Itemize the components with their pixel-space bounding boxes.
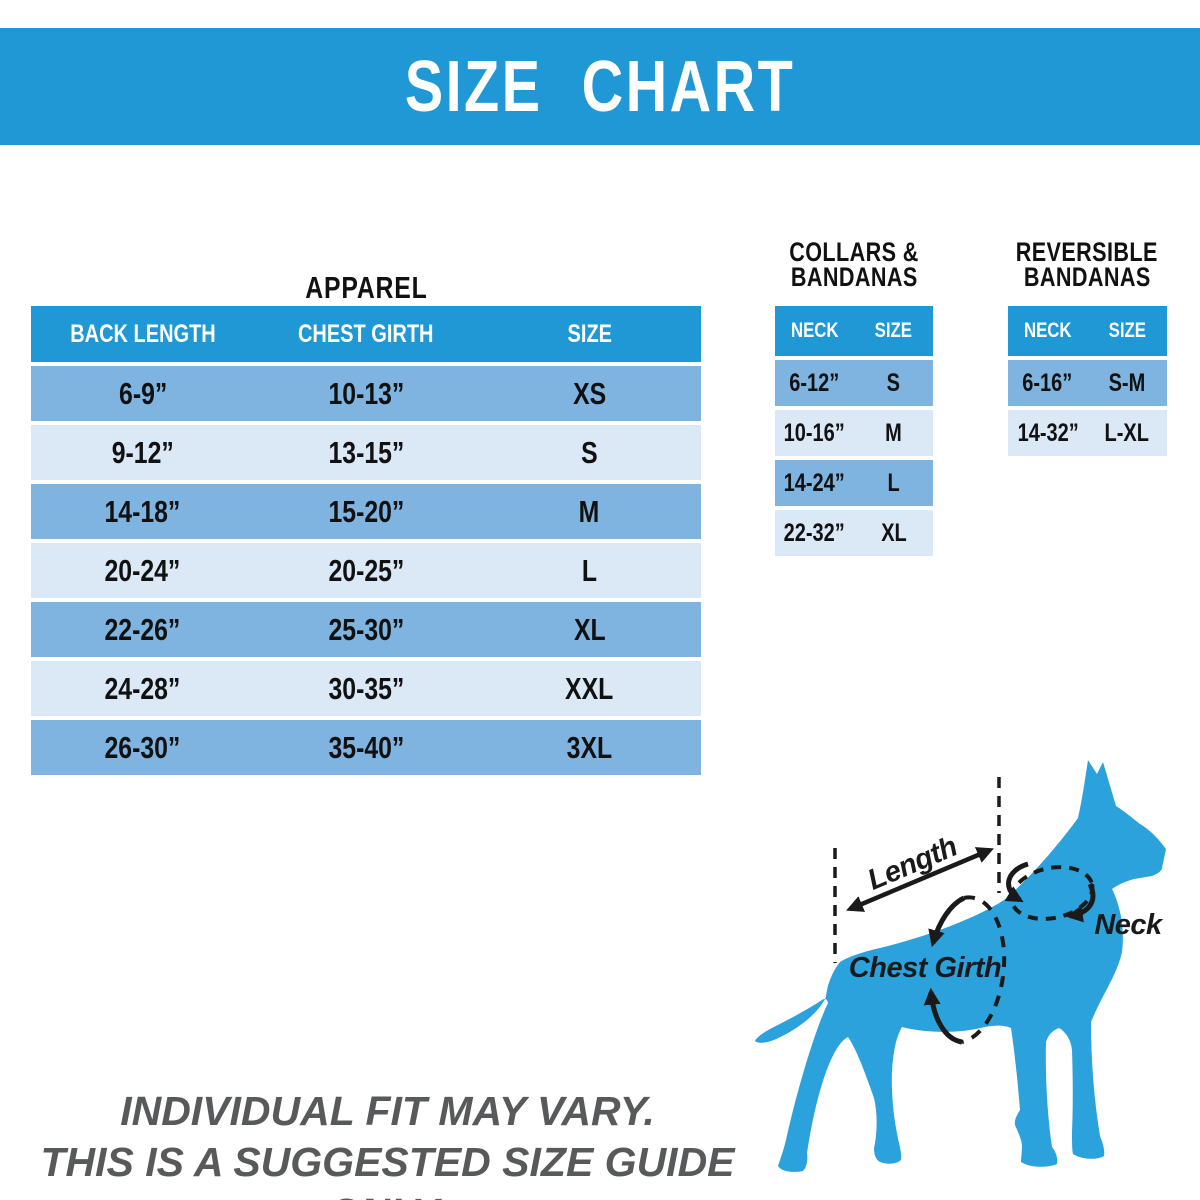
table-row: 6-9” 10-13” XS [31, 366, 701, 421]
collars-table-title: COLLARS & BANDANAS [789, 237, 919, 292]
column-header: NECK [1023, 319, 1072, 342]
page-title: SIZE CHART [404, 46, 796, 127]
dog-silhouette [755, 760, 1166, 1172]
table-row: 6-16” S-M [1008, 360, 1167, 406]
column-header: SIZE [874, 319, 913, 342]
apparel-table: BACK LENGTH CHEST GIRTH SIZE 6-9” 10-13”… [31, 306, 701, 775]
length-arrow [846, 847, 994, 912]
disclaimer: INDIVIDUAL FIT MAY VARY. THIS IS A SUGGE… [5, 1086, 770, 1200]
neck-measure-arrow-right [1065, 882, 1096, 923]
neck-measure-arrow-left [1004, 861, 1029, 903]
table-row: 9-12” 13-15” S [31, 425, 701, 480]
table-row: 22-32” XL [775, 510, 933, 556]
table-row: 26-30” 35-40” 3XL [31, 720, 701, 775]
column-header: SIZE [1108, 319, 1146, 342]
collars-table: NECK SIZE 6-12” S 10-16” M 14-24” L 22-3… [775, 306, 933, 556]
apparel-table-title: APPAREL [304, 270, 428, 305]
disclaimer-line-2: THIS IS A SUGGESTED SIZE GUIDE ONLY. [40, 1139, 735, 1200]
chest-girth-dashed-arc [961, 895, 1007, 1044]
disclaimer-line-1: INDIVIDUAL FIT MAY VARY. [120, 1088, 655, 1134]
table-row: 10-16” M [775, 410, 933, 456]
banner: SIZE CHART [0, 28, 1200, 145]
chest-girth-arrow-bottom [923, 987, 963, 1045]
collars-header-row: NECK SIZE [775, 306, 933, 356]
table-row: 14-18” 15-20” M [31, 484, 701, 539]
column-header: SIZE [567, 319, 612, 348]
chest-girth-arrow-top [928, 895, 966, 948]
length-label: Length [863, 831, 962, 897]
column-header: BACK LENGTH [69, 319, 216, 348]
table-row: 14-32” L-XL [1008, 410, 1167, 456]
column-header: CHEST GIRTH [298, 319, 434, 348]
neck-label: Neck [1094, 909, 1164, 941]
reversible-table-title: REVERSIBLE BANDANAS [1015, 237, 1159, 292]
apparel-header-row: BACK LENGTH CHEST GIRTH SIZE [31, 306, 701, 362]
reversible-header-row: NECK SIZE [1008, 306, 1167, 356]
column-header: NECK [790, 319, 839, 342]
table-row: 22-26” 25-30” XL [31, 602, 701, 657]
dog-measurement-diagram: Length Neck Chest Girth [755, 760, 1166, 1172]
table-row: 20-24” 20-25” L [31, 543, 701, 598]
table-row: 6-12” S [775, 360, 933, 406]
table-row: 24-28” 30-35” XXL [31, 661, 701, 716]
table-row: 14-24” L [775, 460, 933, 506]
chest-girth-label: Chest Girth [849, 952, 1001, 984]
reversible-table: NECK SIZE 6-16” S-M 14-32” L-XL [1008, 306, 1167, 456]
